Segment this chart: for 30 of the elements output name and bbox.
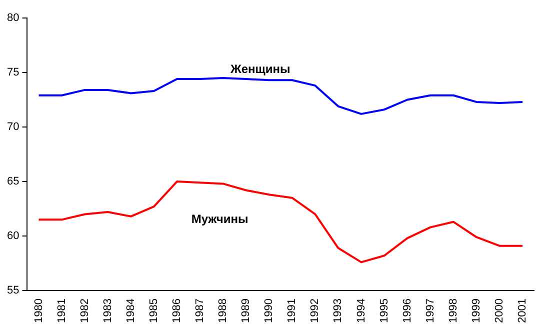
- series-label: Мужчины: [191, 212, 248, 226]
- x-tick-label: 1986: [170, 298, 183, 324]
- x-tick-label: 1983: [102, 298, 114, 324]
- x-tick-label: 1993: [332, 298, 344, 324]
- x-tick-label: 1994: [355, 298, 368, 324]
- x-tick-label: 2000: [493, 298, 506, 324]
- x-tick-label: 1997: [424, 298, 436, 324]
- x-tick-label: 1991: [286, 298, 298, 324]
- x-tick-label: 1981: [56, 298, 68, 324]
- y-tick-label: 75: [6, 66, 20, 79]
- x-tick-label: 1985: [148, 298, 160, 324]
- y-tick-label: 65: [6, 176, 20, 188]
- x-tick-label: 1980: [32, 298, 45, 324]
- x-tick-label: 2001: [516, 298, 529, 324]
- y-tick-label: 70: [6, 121, 20, 134]
- x-tick-label: 1984: [124, 298, 137, 324]
- series-label: Женщины: [229, 62, 290, 76]
- x-tick-label: 1999: [470, 298, 482, 324]
- x-tick-label: 1988: [217, 298, 230, 324]
- x-tick-label: 1990: [263, 298, 276, 324]
- x-tick-label: 1998: [447, 298, 460, 324]
- y-tick-label: 80: [6, 12, 20, 24]
- x-tick-label: 1982: [78, 298, 91, 324]
- x-tick-label: 1987: [194, 298, 206, 324]
- x-tick-label: 1992: [309, 298, 322, 324]
- x-tick-label: 1989: [240, 298, 252, 324]
- y-tick-label: 60: [6, 230, 20, 242]
- x-tick-label: 1996: [401, 298, 414, 324]
- x-tick-label: 1995: [378, 298, 390, 324]
- y-tick-label: 55: [6, 284, 20, 297]
